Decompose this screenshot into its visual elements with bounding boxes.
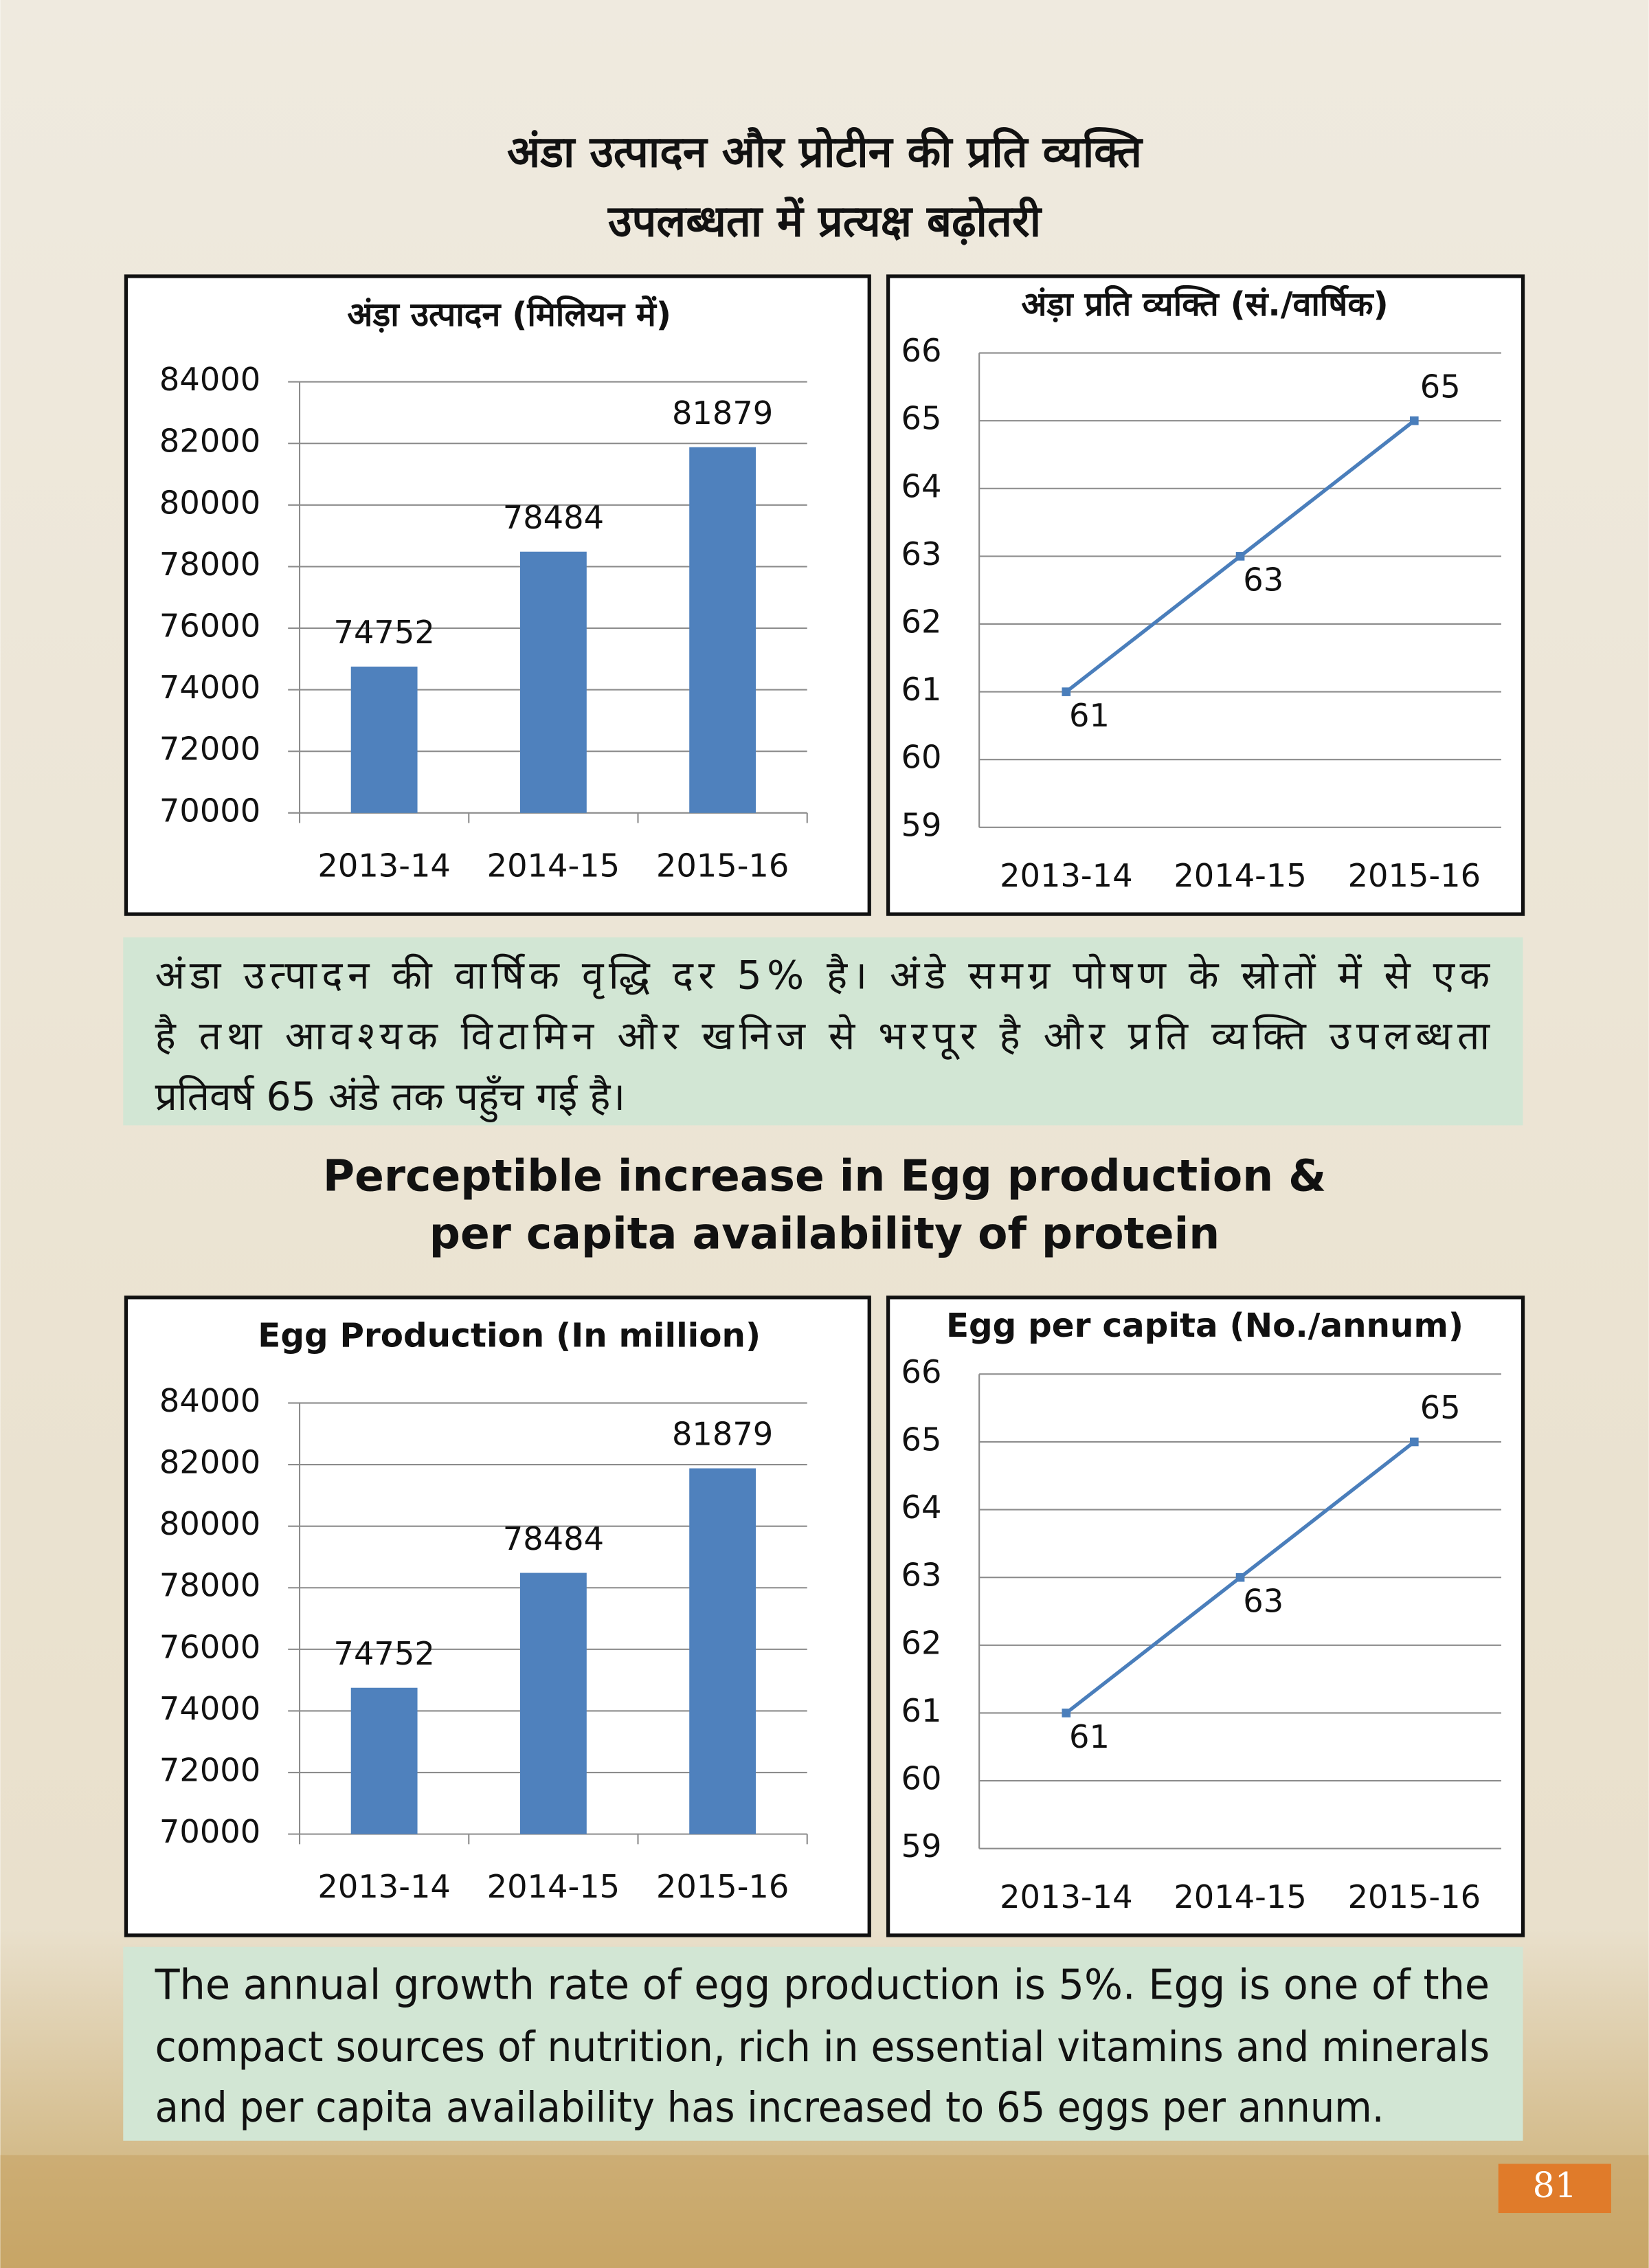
chart-title: अंड़ा उत्पादन (मिलियन में): [347, 295, 671, 334]
bar: [519, 551, 587, 813]
y-tick-label: 62: [901, 603, 942, 640]
y-tick-label: 61: [901, 1692, 942, 1729]
y-tick-label: 66: [901, 1353, 942, 1390]
point: [1410, 416, 1419, 425]
chart-frame: [886, 274, 1525, 916]
y-tick-label: 63: [901, 535, 942, 572]
y-tick-label: 78000: [159, 1567, 260, 1604]
x-tick-label: 2013-14: [1000, 857, 1132, 894]
bar: [350, 1687, 418, 1834]
y-tick-label: 72000: [159, 1752, 260, 1789]
data-label: 61: [1069, 697, 1110, 734]
x-tick-label: 2015-16: [1348, 1878, 1481, 1915]
bar: [350, 666, 418, 813]
x-tick-label: 2014-15: [487, 847, 620, 884]
data-label: 74752: [334, 614, 435, 651]
y-tick-label: 76000: [159, 1628, 260, 1665]
data-label: 61: [1069, 1718, 1110, 1755]
y-tick-label: 65: [901, 1421, 942, 1458]
y-tick-label: 65: [901, 400, 942, 437]
page-number-box: [1498, 2164, 1611, 2214]
point: [1062, 687, 1071, 696]
y-tick-label: 64: [901, 1489, 942, 1526]
y-tick-label: 76000: [159, 607, 260, 644]
x-tick-label: 2014-15: [487, 1868, 620, 1905]
x-tick-label: 2014-15: [1174, 1878, 1306, 1915]
y-tick-label: 61: [901, 671, 942, 708]
y-tick-label: 72000: [159, 731, 260, 768]
y-tick-label: 80000: [159, 1505, 260, 1542]
data-label: 65: [1420, 368, 1461, 405]
x-tick-label: 2013-14: [1000, 1878, 1132, 1915]
y-tick-label: 66: [901, 332, 942, 369]
heading-line: उपलब्धता में प्रत्यक्ष बढ़ोतरी: [607, 195, 1043, 246]
y-tick-label: 60: [901, 1760, 942, 1797]
page-number: 81: [1533, 2165, 1577, 2205]
bar: [689, 1468, 756, 1834]
data-label: 78484: [503, 499, 604, 536]
y-tick-label: 70000: [159, 1813, 260, 1850]
wheat-strip: [0, 2155, 1649, 2268]
heading-line: Perceptible increase in Egg production &: [323, 1150, 1326, 1201]
y-tick-label: 64: [901, 467, 942, 504]
data-label: 81879: [672, 1416, 773, 1453]
heading-line: अंडा उत्पादन और प्रोटीन की प्रति व्यक्ति: [507, 126, 1143, 177]
chart-title: Egg Production (In million): [258, 1317, 761, 1355]
y-tick-label: 74000: [159, 669, 260, 706]
data-label: 81879: [672, 394, 773, 432]
y-tick-label: 62: [901, 1624, 942, 1661]
x-tick-label: 2013-14: [317, 1868, 450, 1905]
data-label: 65: [1420, 1389, 1461, 1426]
point: [1235, 552, 1245, 561]
data-label: 78484: [503, 1520, 604, 1557]
point: [1410, 1437, 1419, 1447]
y-tick-label: 80000: [159, 484, 260, 521]
heading-line: per capita availability of protein: [429, 1208, 1220, 1259]
y-tick-label: 78000: [159, 546, 260, 583]
paragraph-line: compact sources of nutrition, rich in es…: [155, 2023, 1490, 2071]
data-label: 63: [1243, 562, 1283, 599]
y-tick-label: 84000: [159, 361, 260, 398]
y-tick-label: 59: [901, 806, 942, 843]
data-label: 63: [1243, 1583, 1283, 1620]
bar: [519, 1572, 587, 1834]
paragraph-line: The annual growth rate of egg production…: [155, 1960, 1490, 2009]
y-tick-label: 60: [901, 739, 942, 776]
y-tick-label: 84000: [159, 1382, 260, 1419]
x-tick-label: 2014-15: [1174, 857, 1306, 894]
y-tick-label: 63: [901, 1557, 942, 1594]
paragraph-line: and per capita availability has increase…: [155, 2083, 1384, 2132]
chart-title: अंड़ा प्रति व्यक्ति (सं./वार्षिक): [1021, 285, 1388, 324]
x-tick-label: 2015-16: [656, 1868, 789, 1905]
y-tick-label: 82000: [159, 1444, 260, 1481]
bar: [689, 447, 756, 813]
text-box: [123, 937, 1523, 1126]
chart-frame: [886, 1296, 1525, 1937]
text-box: [123, 1946, 1523, 2141]
data-label: 74752: [334, 1635, 435, 1672]
y-tick-label: 70000: [159, 792, 260, 829]
y-tick-label: 82000: [159, 423, 260, 460]
y-tick-label: 74000: [159, 1690, 260, 1727]
x-tick-label: 2013-14: [317, 847, 450, 884]
point: [1235, 1572, 1245, 1582]
paragraph-line: प्रतिवर्ष 65 अंडे तक पहुँच गई है।: [155, 1074, 625, 1123]
x-tick-label: 2015-16: [1348, 857, 1481, 894]
point: [1062, 1709, 1071, 1717]
x-tick-label: 2015-16: [656, 847, 789, 884]
chart-title: Egg per capita (No./annum): [946, 1307, 1463, 1345]
y-tick-label: 59: [901, 1827, 942, 1865]
